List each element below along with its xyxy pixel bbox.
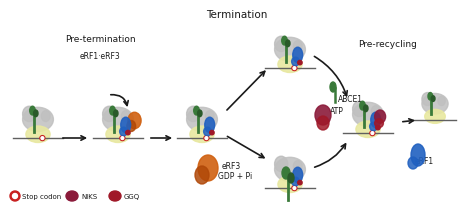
Ellipse shape <box>102 107 133 132</box>
Ellipse shape <box>127 120 136 132</box>
Ellipse shape <box>190 126 214 143</box>
Ellipse shape <box>274 157 305 181</box>
Ellipse shape <box>120 136 125 141</box>
Ellipse shape <box>282 167 290 179</box>
Ellipse shape <box>121 111 130 122</box>
Ellipse shape <box>210 131 214 135</box>
Text: Termination: Termination <box>206 10 268 20</box>
Ellipse shape <box>278 176 302 192</box>
Text: eRF3: eRF3 <box>222 162 241 171</box>
Ellipse shape <box>274 156 288 172</box>
Ellipse shape <box>425 109 445 123</box>
Ellipse shape <box>298 60 302 65</box>
Text: eRF1·eRF3: eRF1·eRF3 <box>80 52 120 61</box>
Ellipse shape <box>371 132 374 134</box>
Ellipse shape <box>293 67 296 69</box>
Ellipse shape <box>187 106 200 122</box>
Ellipse shape <box>364 105 368 112</box>
Ellipse shape <box>293 167 303 183</box>
Ellipse shape <box>204 127 211 136</box>
Ellipse shape <box>34 110 38 117</box>
Ellipse shape <box>374 119 383 127</box>
Ellipse shape <box>288 173 294 183</box>
Ellipse shape <box>371 106 380 117</box>
Ellipse shape <box>278 56 302 72</box>
Text: ATP: ATP <box>330 108 344 117</box>
Ellipse shape <box>128 112 141 129</box>
Ellipse shape <box>10 191 20 201</box>
Ellipse shape <box>293 187 296 189</box>
Ellipse shape <box>204 136 209 141</box>
Ellipse shape <box>376 125 380 130</box>
Ellipse shape <box>126 131 130 135</box>
Ellipse shape <box>187 107 218 132</box>
Ellipse shape <box>110 106 115 115</box>
Ellipse shape <box>353 102 383 126</box>
Ellipse shape <box>41 137 44 140</box>
Ellipse shape <box>438 96 445 106</box>
Ellipse shape <box>286 40 290 47</box>
Text: Stop codon: Stop codon <box>22 194 61 200</box>
Ellipse shape <box>317 116 329 130</box>
Text: ABCE1: ABCE1 <box>338 95 363 104</box>
Ellipse shape <box>194 106 199 115</box>
Ellipse shape <box>121 117 131 133</box>
Ellipse shape <box>315 105 331 125</box>
Ellipse shape <box>428 92 433 100</box>
Ellipse shape <box>12 194 18 198</box>
Ellipse shape <box>298 180 302 185</box>
Ellipse shape <box>353 101 366 117</box>
Ellipse shape <box>360 101 365 110</box>
Text: NIKS: NIKS <box>81 194 97 200</box>
Ellipse shape <box>121 137 124 140</box>
Text: GDP + Pi: GDP + Pi <box>218 172 252 181</box>
Ellipse shape <box>292 66 297 71</box>
Ellipse shape <box>293 41 302 52</box>
Ellipse shape <box>198 155 218 181</box>
Ellipse shape <box>374 110 386 123</box>
Ellipse shape <box>205 117 215 133</box>
Ellipse shape <box>292 57 300 66</box>
Ellipse shape <box>330 82 336 92</box>
Ellipse shape <box>205 111 214 122</box>
Ellipse shape <box>431 96 435 101</box>
Ellipse shape <box>370 131 375 136</box>
Ellipse shape <box>23 107 54 132</box>
Ellipse shape <box>30 106 35 115</box>
Ellipse shape <box>411 144 425 166</box>
Ellipse shape <box>370 122 377 131</box>
Ellipse shape <box>205 137 208 140</box>
Ellipse shape <box>422 92 433 106</box>
Ellipse shape <box>66 191 78 201</box>
Text: Pre-termination: Pre-termination <box>64 35 135 44</box>
Ellipse shape <box>292 186 297 190</box>
Ellipse shape <box>109 191 121 201</box>
Ellipse shape <box>26 126 50 143</box>
Ellipse shape <box>195 166 209 184</box>
Ellipse shape <box>356 121 380 138</box>
Ellipse shape <box>293 47 303 63</box>
Ellipse shape <box>274 36 288 52</box>
Ellipse shape <box>292 177 300 186</box>
Ellipse shape <box>114 110 118 117</box>
Ellipse shape <box>23 106 36 122</box>
Ellipse shape <box>274 37 305 61</box>
Ellipse shape <box>282 36 287 45</box>
Ellipse shape <box>41 111 50 122</box>
Ellipse shape <box>371 112 381 127</box>
Ellipse shape <box>106 126 130 143</box>
Text: eRF1: eRF1 <box>415 158 434 166</box>
Ellipse shape <box>119 127 128 136</box>
Ellipse shape <box>408 157 418 169</box>
Ellipse shape <box>293 161 302 172</box>
Ellipse shape <box>102 106 116 122</box>
Text: GGQ: GGQ <box>124 194 140 200</box>
Ellipse shape <box>40 136 45 141</box>
Text: Pre-recycling: Pre-recycling <box>358 40 418 49</box>
Ellipse shape <box>198 110 202 117</box>
Ellipse shape <box>422 94 448 114</box>
